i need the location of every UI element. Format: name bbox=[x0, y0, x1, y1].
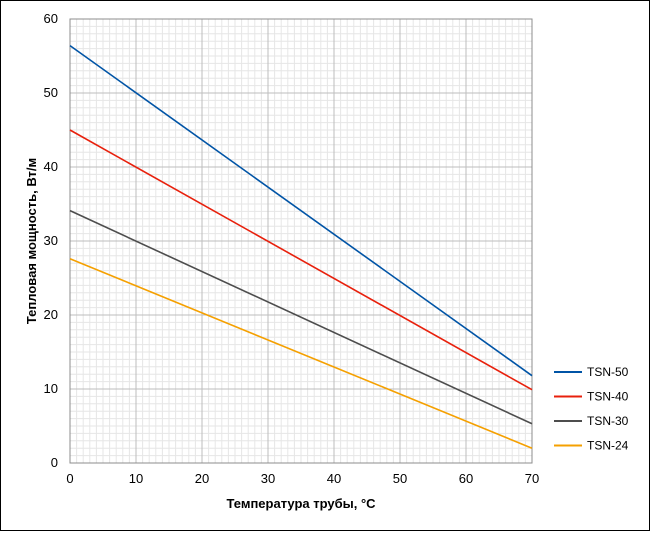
x-axis-ticks: 0 10 20 30 40 50 60 70 bbox=[66, 471, 539, 486]
legend-label: TSN-30 bbox=[587, 414, 629, 428]
y-tick-label: 60 bbox=[44, 11, 58, 26]
x-tick-label: 10 bbox=[129, 471, 143, 486]
x-tick-label: 40 bbox=[327, 471, 341, 486]
y-tick-label: 30 bbox=[44, 233, 58, 248]
legend: TSN-50 TSN-40 TSN-30 TSN-24 bbox=[554, 365, 629, 453]
y-axis-title: Тепловая мощность, Вт/м bbox=[24, 158, 39, 324]
series-line-tsn-50 bbox=[69, 44, 533, 377]
x-tick-label: 70 bbox=[525, 471, 539, 486]
y-tick-label: 40 bbox=[44, 159, 58, 174]
plot-area bbox=[69, 18, 533, 464]
y-axis-ticks: 0 10 20 30 40 50 60 bbox=[44, 11, 58, 470]
x-tick-label: 30 bbox=[261, 471, 275, 486]
legend-label: TSN-50 bbox=[587, 365, 629, 379]
x-tick-label: 0 bbox=[66, 471, 73, 486]
x-tick-label: 50 bbox=[393, 471, 407, 486]
series-line-tsn-30 bbox=[69, 209, 533, 425]
y-tick-label: 0 bbox=[51, 455, 58, 470]
x-axis-title: Температура трубы, °C bbox=[226, 496, 376, 511]
legend-label: TSN-24 bbox=[587, 439, 629, 453]
series-lines bbox=[69, 44, 533, 449]
x-tick-label: 20 bbox=[195, 471, 209, 486]
y-tick-label: 10 bbox=[44, 381, 58, 396]
series-line-tsn-24 bbox=[69, 258, 533, 449]
series-line-tsn-40 bbox=[69, 129, 533, 391]
x-tick-label: 60 bbox=[459, 471, 473, 486]
legend-label: TSN-40 bbox=[587, 390, 629, 404]
y-tick-label: 20 bbox=[44, 307, 58, 322]
y-tick-label: 50 bbox=[44, 85, 58, 100]
